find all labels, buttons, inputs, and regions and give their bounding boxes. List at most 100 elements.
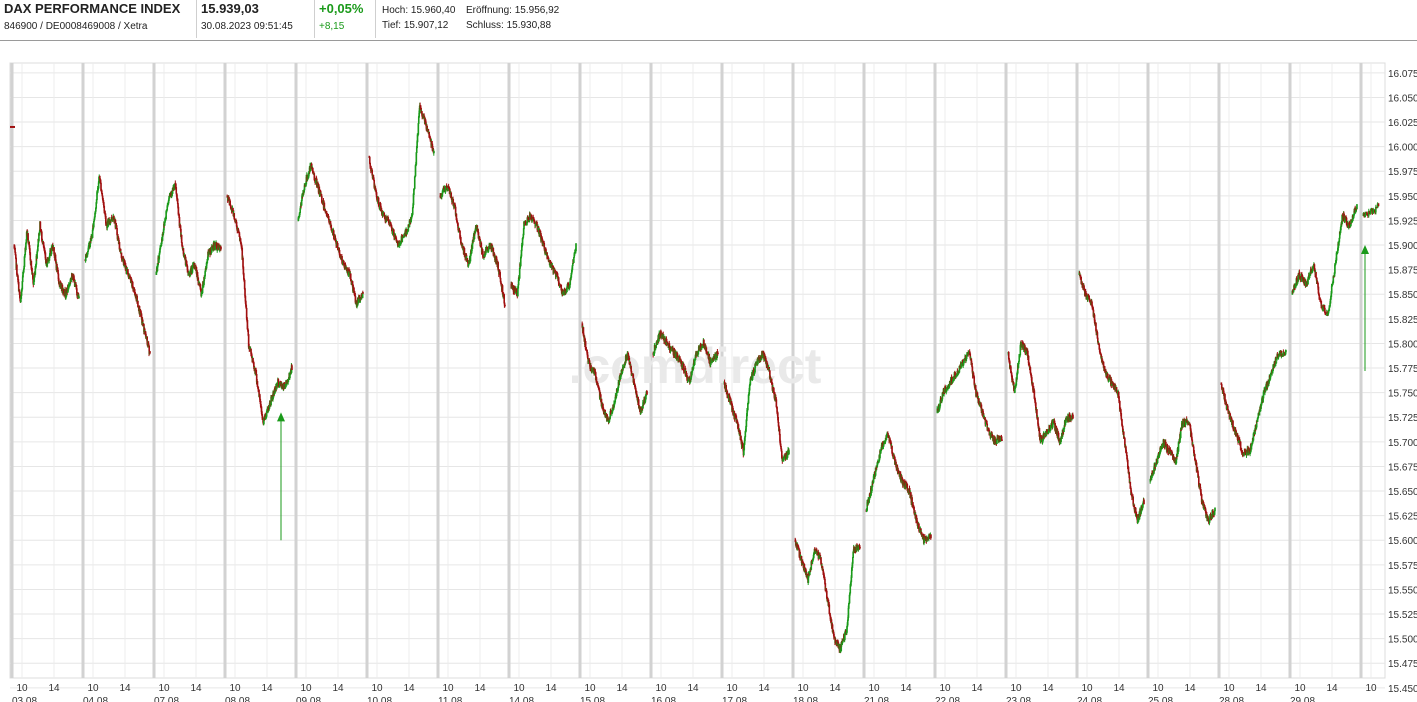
x-hour-label: 14 [900,683,912,694]
x-hour-label: 10 [16,683,28,694]
price-series [13,102,1380,654]
x-day-label: 18.08. [793,696,821,702]
candle [780,445,782,450]
price-timestamp: 30.08.2023 09:51:45 [201,21,293,32]
candle [573,256,575,264]
y-tick-label: 16.075 [1388,69,1417,80]
x-hour-label: 10 [1152,683,1164,694]
candle [414,164,417,177]
day-low: Tief: 15.907,12 [382,20,449,31]
header-divider [314,0,315,38]
y-tick-label: 15.675 [1388,462,1417,473]
y-tick-label: 15.750 [1388,389,1417,400]
candle [859,546,861,550]
x-hour-label: 14 [190,683,202,694]
quote-header: DAX PERFORMANCE INDEX 846900 / DE0008469… [0,0,1417,41]
header-divider [196,0,197,38]
candle [1285,349,1287,355]
x-day-label: 17.08. [722,696,750,702]
change-absolute: +8,15 [319,21,345,32]
y-tick-label: 15.825 [1388,315,1417,326]
x-day-label: 14.08. [509,696,537,702]
candle [78,294,80,299]
candle [971,360,973,368]
x-hour-label: 10 [1010,683,1022,694]
x-hour-label: 10 [158,683,170,694]
day-open: Eröffnung: 15.956,92 [466,5,560,16]
change-percent: +0,05% [319,1,364,16]
x-hour-label: 14 [829,683,841,694]
x-day-label: 23.08. [1006,696,1034,702]
y-axis: 16.075 16.050 16.025 16.000 15.975 15.950 15.9… [1388,69,1417,695]
x-hour-label: 10 [726,683,738,694]
candle [497,260,499,271]
x-hour-label: 10 [87,683,99,694]
y-tick-label: 15.450 [1388,684,1417,695]
y-tick-label: 15.925 [1388,216,1417,227]
candle [175,185,178,194]
candle [1315,271,1317,278]
candle [1169,447,1172,456]
y-tick-label: 15.650 [1388,487,1417,498]
candle [433,149,435,156]
candle [1143,498,1145,505]
x-hour-label: 10 [797,683,809,694]
x-axis: 10 14 03.08. 10 14 04.08. 10 14 07.08. 10 14 08.08.… [12,683,1377,702]
candle [775,397,778,408]
candle [587,352,589,360]
x-hour-label: 10 [655,683,667,694]
candle [1001,437,1003,442]
x-day-label: 08.08. [225,696,253,702]
candle [1375,204,1377,215]
x-hour-label: 10 [939,683,951,694]
x-hour-label: 14 [261,683,273,694]
x-hour-label: 14 [687,683,699,694]
candle [828,603,831,614]
x-hour-label: 14 [1255,683,1267,694]
candle [646,389,648,395]
y-tick-label: 16.050 [1388,93,1417,104]
y-tick-label: 16.000 [1388,143,1417,154]
x-day-label: 25.08. [1148,696,1176,702]
x-hour-label: 14 [332,683,344,694]
x-day-label: 24.08. [1077,696,1105,702]
x-day-label: 07.08. [154,696,182,702]
previous-close: Schluss: 15.930,88 [466,20,552,31]
chart-grid [9,62,1386,689]
x-hour-label: 14 [1113,683,1125,694]
candle [930,534,932,540]
candle [788,448,790,456]
candle [852,556,854,566]
candle [215,242,218,250]
x-hour-label: 14 [1326,683,1338,694]
x-hour-label: 14 [616,683,628,694]
x-hour-label: 14 [971,683,983,694]
candle [518,267,521,281]
x-hour-label: 10 [442,683,454,694]
x-hour-label: 10 [1294,683,1306,694]
y-tick-label: 15.625 [1388,512,1417,523]
x-hour-label: 10 [371,683,383,694]
x-hour-label: 14 [119,683,131,694]
x-hour-label: 14 [403,683,415,694]
annotations [10,125,1369,541]
x-hour-label: 14 [48,683,60,694]
day-high: Hoch: 15.960,40 [382,5,456,16]
price-chart[interactable]: .comdirect 16.075 16.050 16.025 16.000 15.97… [0,41,1417,702]
candle [1377,203,1380,207]
x-day-label: 21.08. [864,696,892,702]
y-tick-label: 15.850 [1388,290,1417,301]
instrument-title: DAX PERFORMANCE INDEX [4,1,181,16]
x-hour-label: 14 [545,683,557,694]
x-day-label: 03.08. [12,696,40,702]
candle [731,404,734,409]
x-hour-label: 10 [1223,683,1235,694]
plot-frame [9,62,1386,679]
x-hour-label: 10 [513,683,525,694]
y-tick-label: 16.025 [1388,118,1417,129]
candle [1356,204,1358,210]
x-day-label: 28.08. [1219,696,1247,702]
y-tick-label: 15.800 [1388,339,1417,350]
x-day-label: 15.08. [580,696,608,702]
y-tick-label: 15.725 [1388,413,1417,424]
